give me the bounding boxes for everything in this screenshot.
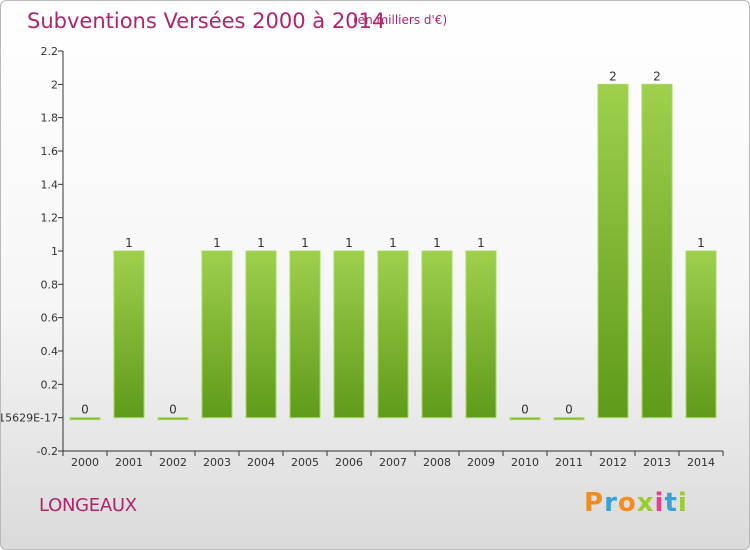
x-tick-label: 2002 [159,456,187,469]
bar-value-label: 0 [81,403,89,417]
proxiti-logo: Proxiti [584,488,688,518]
y-tick-label: 1 [51,245,58,258]
x-tick-label: 2008 [423,456,451,469]
bar [245,250,277,419]
logo-letter: r [604,488,618,518]
bar-value-label: 2 [609,69,617,83]
x-tick-label: 2011 [555,456,583,469]
logo-letter: t [664,488,678,518]
y-tick-label: 2.2 [41,45,59,58]
logo-letter: o [617,488,637,518]
y-tick-label: 0.8 [41,278,59,291]
x-tick-label: 2005 [291,456,319,469]
bar [289,250,321,419]
y-tick-label: 1.4 [41,178,59,191]
bar-value-label: 1 [389,236,397,250]
commune-name: LONGEAUX [39,495,137,516]
y-tick-label: 0.2 [41,378,59,391]
x-tick-label: 2000 [71,456,99,469]
y-tick-label: 1.6 [41,145,59,158]
bar [685,250,717,419]
y-tick-label: 0.4 [41,345,59,358]
bar-value-label: 1 [301,236,309,250]
y-tick-label: 1.8 [41,112,59,125]
y-tick-label: 2 [51,78,58,91]
bar [641,83,673,419]
x-tick-label: 2001 [115,456,143,469]
logo-letter: x [636,488,655,518]
chart-axes: -0.2 -1.5265566615629E-17 0.2 0.4 0.6 0.8 1 1.2… [1,45,724,469]
bar [421,250,453,419]
bar-value-label: 1 [697,236,705,250]
bar [509,417,541,421]
bar [201,250,233,419]
bar [69,417,101,421]
logo-letter: P [584,488,605,518]
chart-subtitle: (en milliers d'€) [353,13,448,27]
bar-value-label: 1 [477,236,485,250]
logo-letter: i [677,488,688,518]
x-tick-label: 2007 [379,456,407,469]
x-tick-label: 2004 [247,456,275,469]
bar-value-label: 0 [169,403,177,417]
x-tick-label: 2013 [643,456,671,469]
bar-value-label: 0 [521,403,529,417]
logo-letter: i [654,488,665,518]
x-tick-label: 2009 [467,456,495,469]
x-tick-label: 2003 [203,456,231,469]
y-tick-label: 0.6 [41,312,59,325]
bar-value-label: 1 [433,236,441,250]
y-tick-label: -0.2 [37,445,58,458]
y-tick-label: 1.2 [41,212,59,225]
bar-value-label: 1 [213,236,221,250]
bar [553,417,585,421]
bar-value-label: 0 [565,403,573,417]
bar [333,250,365,419]
bar [597,83,629,419]
bar-value-label: 1 [345,236,353,250]
x-tick-label: 2010 [511,456,539,469]
bar-value-label: 1 [125,236,133,250]
x-tick-label: 2014 [687,456,715,469]
bar-value-label: 2 [653,69,661,83]
x-tick-label: 2006 [335,456,363,469]
bar [377,250,409,419]
bar [465,250,497,419]
bar [113,250,145,419]
chart-title: Subventions Versées 2000 à 2014 [27,9,386,33]
bar-value-label: 1 [257,236,265,250]
bar [157,417,189,421]
y-tick-label: -1.5265566615629E-17 [1,412,58,425]
chart-bars [69,83,717,421]
x-tick-label: 2012 [599,456,627,469]
chart-data-labels: 0 1 0 1 1 1 1 1 1 1 0 0 2 2 1 [81,69,705,416]
